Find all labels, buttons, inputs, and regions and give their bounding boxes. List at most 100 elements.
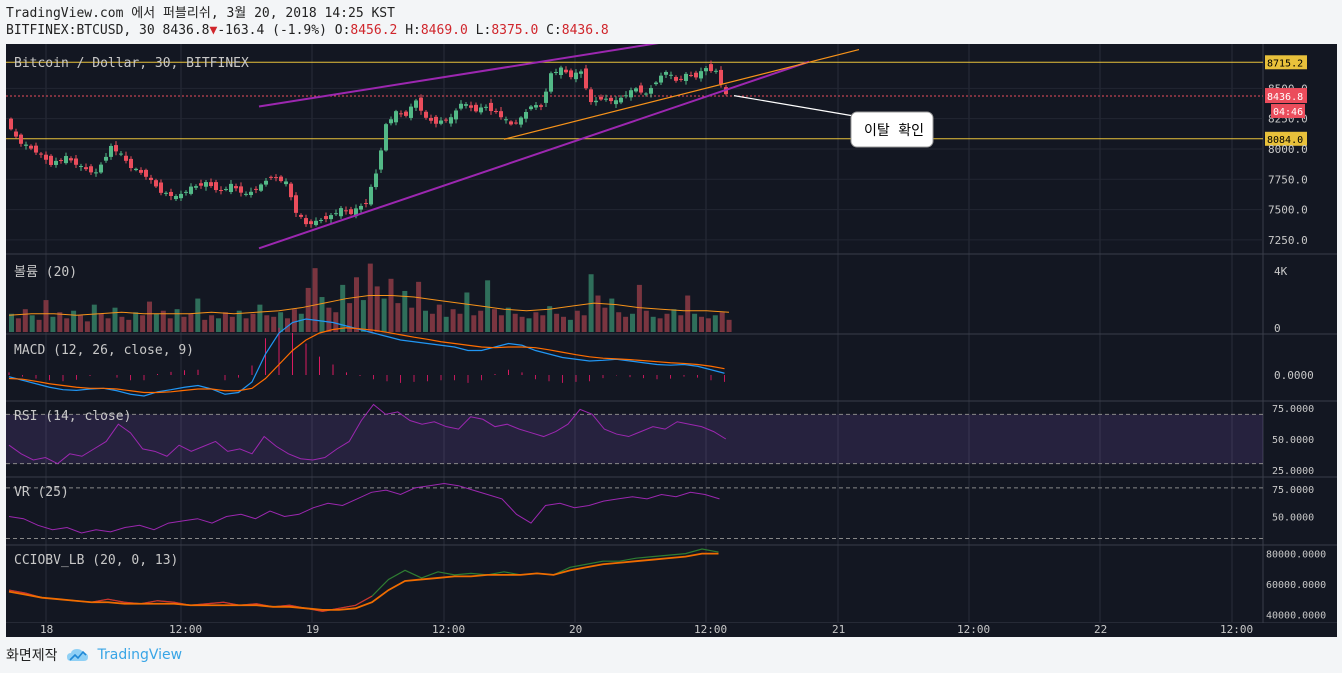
volume-bar xyxy=(84,321,90,332)
callout-text: 이탈 확인 xyxy=(864,123,924,139)
candle xyxy=(499,111,503,118)
candle xyxy=(169,191,173,197)
brand-link[interactable]: TradingView xyxy=(97,647,183,663)
candle xyxy=(229,183,233,192)
chart-area[interactable]: 8715.28084.08500.08250.08000.07750.07500… xyxy=(6,34,1337,637)
candle xyxy=(299,214,303,217)
volume-bar xyxy=(222,312,228,332)
level-label: 8715.2 xyxy=(1267,58,1303,69)
close-label: C: xyxy=(546,23,562,38)
pane-title-volume: 볼륨 (20) xyxy=(14,265,77,280)
candle xyxy=(174,196,178,200)
volume-bar xyxy=(561,316,566,332)
volume-bar xyxy=(671,309,677,332)
candle xyxy=(679,78,683,80)
candle xyxy=(324,216,328,220)
candle xyxy=(659,75,663,83)
volume-bar xyxy=(409,307,415,332)
volume-bar xyxy=(416,281,422,332)
candle xyxy=(259,184,263,191)
volume-bar xyxy=(243,318,249,332)
candle xyxy=(439,120,443,124)
candle xyxy=(269,176,273,178)
volume-bar xyxy=(498,315,504,332)
candle xyxy=(399,113,403,115)
volume-bar xyxy=(574,310,580,332)
volume-bar xyxy=(457,313,463,332)
chart-svg[interactable]: 8715.28084.08500.08250.08000.07750.07500… xyxy=(6,34,1337,637)
candle xyxy=(669,74,673,76)
candle xyxy=(139,169,143,173)
candle xyxy=(69,158,73,161)
volume-bar xyxy=(360,300,366,332)
volume-bar xyxy=(216,318,221,332)
candle xyxy=(329,215,333,220)
time-tick-label: 12:00 xyxy=(957,623,990,636)
candle xyxy=(529,106,533,110)
low-value: 8375.0 xyxy=(491,23,539,38)
candle xyxy=(554,71,558,73)
candle xyxy=(674,76,678,81)
channel-upper-line xyxy=(258,34,710,108)
volume-bar xyxy=(478,310,484,332)
volume-bar xyxy=(540,315,546,332)
candle xyxy=(109,145,113,157)
candle xyxy=(9,118,13,130)
time-tick-label: 20 xyxy=(569,623,582,636)
pane-title-price: Bitcoin / Dollar, 30, BITFINEX xyxy=(14,56,249,71)
volume-bar xyxy=(547,306,553,332)
volume-bar xyxy=(595,295,601,332)
volume-bar xyxy=(181,316,187,332)
candle xyxy=(559,67,563,76)
volume-bar xyxy=(567,319,573,332)
candle xyxy=(544,91,548,103)
volume-bar xyxy=(485,280,491,332)
volume-bar xyxy=(71,310,77,332)
candle xyxy=(589,89,593,103)
candle xyxy=(244,193,248,195)
candle xyxy=(354,208,358,217)
candle xyxy=(684,73,688,81)
candle xyxy=(509,121,513,125)
candle xyxy=(254,188,258,190)
candle xyxy=(604,98,608,100)
cciobv-fast-red-segment xyxy=(8,589,373,612)
volume-bar xyxy=(153,313,159,332)
high-value: 8469.0 xyxy=(420,23,468,38)
volume-bar xyxy=(43,300,49,332)
volume-bar xyxy=(160,310,166,332)
candle xyxy=(629,90,633,98)
candle xyxy=(154,180,158,187)
candle xyxy=(389,119,393,124)
level-label: 8084.0 xyxy=(1267,135,1303,146)
volume-bar xyxy=(657,318,663,332)
last-price-label: 8436.8 xyxy=(1267,92,1303,103)
volume-bar xyxy=(650,316,656,332)
candle xyxy=(304,218,308,225)
candle xyxy=(639,85,643,93)
volume-bar xyxy=(9,313,14,332)
volume-bar xyxy=(726,319,732,332)
volume-bar xyxy=(236,310,242,332)
ohlc-row: BITFINEX:BTCUSD, 30 8436.8▼-163.4 (-1.9%… xyxy=(6,22,609,39)
volume-bar xyxy=(98,313,104,332)
publish-title: TradingView.com 에서 퍼블리쉬, 3월 20, 2018 14:… xyxy=(6,6,395,21)
volume-bar xyxy=(188,313,194,332)
volume-bar xyxy=(554,313,560,332)
volume-bar xyxy=(492,309,497,332)
candle xyxy=(719,69,723,85)
candle xyxy=(624,95,628,97)
callout-pointer xyxy=(733,95,855,117)
candle xyxy=(314,220,318,226)
candle xyxy=(279,176,283,182)
time-tick-label: 12:00 xyxy=(432,623,465,636)
candle xyxy=(449,117,453,124)
candle xyxy=(134,168,138,171)
candle xyxy=(404,111,408,116)
volume-bar xyxy=(423,310,428,332)
candle xyxy=(89,166,93,173)
volume-bar xyxy=(50,316,56,332)
candle xyxy=(464,104,468,106)
candle xyxy=(434,116,438,124)
candle xyxy=(289,183,293,198)
